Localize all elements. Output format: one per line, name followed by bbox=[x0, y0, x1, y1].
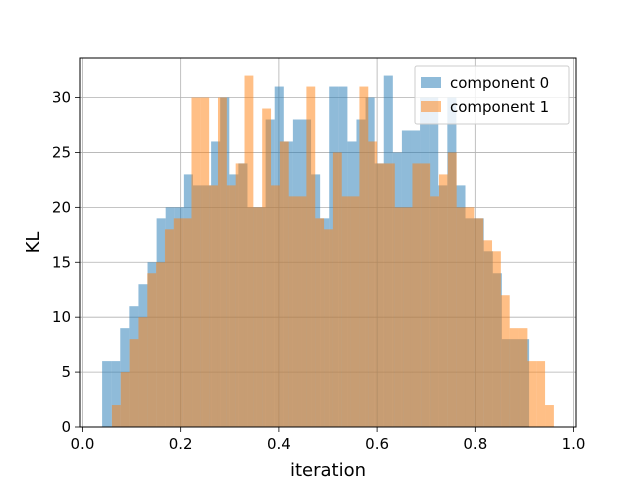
legend: component 0 component 1 bbox=[414, 65, 570, 125]
histogram-bar bbox=[483, 240, 493, 427]
x-tick-label: 0.8 bbox=[463, 435, 487, 453]
y-tick-label: 15 bbox=[52, 253, 71, 271]
legend-swatch-component-0 bbox=[421, 77, 441, 88]
plot-area-frame bbox=[79, 57, 577, 428]
y-tick-label: 25 bbox=[52, 143, 71, 161]
y-tick-label: 30 bbox=[52, 89, 71, 107]
x-tick-label: 1.0 bbox=[562, 435, 586, 453]
histogram-bar bbox=[438, 174, 448, 427]
histogram-bar bbox=[545, 405, 554, 427]
histogram-bar bbox=[492, 251, 501, 427]
legend-swatch-component-1 bbox=[421, 101, 441, 112]
histogram-bar bbox=[332, 152, 342, 428]
histogram-bar bbox=[111, 361, 121, 427]
histogram-bar bbox=[102, 361, 112, 427]
x-axis-label: iteration bbox=[290, 460, 366, 480]
x-tick-label: 0.0 bbox=[71, 435, 95, 453]
histogram-bar bbox=[377, 163, 386, 427]
x-tick-label: 0.4 bbox=[267, 435, 291, 453]
x-axis-ticks: 0.0 0.2 0.4 0.6 0.8 1.0 bbox=[71, 427, 586, 453]
y-tick-label: 5 bbox=[61, 363, 71, 381]
y-tick-label: 20 bbox=[52, 198, 71, 216]
y-tick-label: 10 bbox=[52, 308, 71, 326]
histogram-bar bbox=[315, 218, 325, 427]
histogram-bar bbox=[271, 185, 280, 427]
histogram-bar bbox=[209, 185, 218, 427]
histogram-bar bbox=[430, 196, 439, 427]
histogram-bar bbox=[164, 229, 174, 427]
histogram-bar bbox=[324, 229, 333, 427]
histogram-bar bbox=[297, 196, 307, 427]
histogram-bar bbox=[368, 141, 378, 427]
histogram-bar bbox=[350, 196, 360, 427]
histogram-bar bbox=[509, 328, 519, 427]
histogram-bar bbox=[359, 86, 369, 427]
y-tick-label: 0 bbox=[61, 418, 71, 436]
histogram-bar bbox=[244, 75, 254, 428]
y-axis-ticks: 0 5 10 15 20 25 30 bbox=[52, 89, 80, 436]
histogram-bar bbox=[111, 405, 121, 427]
histogram-bar bbox=[500, 295, 510, 427]
legend-label-component-0: component 0 bbox=[450, 74, 549, 92]
histogram-bar bbox=[421, 163, 431, 427]
histogram-bar bbox=[191, 97, 201, 428]
histogram-bar bbox=[536, 361, 546, 427]
histogram-bar bbox=[447, 152, 457, 428]
histogram-bar bbox=[253, 207, 263, 427]
histogram-bar bbox=[173, 218, 183, 427]
histogram-bar bbox=[518, 328, 528, 427]
histogram-bar bbox=[200, 97, 210, 428]
histogram-bar bbox=[474, 218, 484, 427]
histogram-bar bbox=[385, 163, 395, 427]
histogram-bar bbox=[129, 339, 139, 427]
histogram-bar bbox=[182, 218, 192, 427]
histogram-bar bbox=[262, 108, 272, 428]
x-tick-label: 0.6 bbox=[365, 435, 389, 453]
histogram-bar bbox=[279, 141, 289, 427]
histogram-bar bbox=[403, 207, 413, 427]
legend-label-component-1: component 1 bbox=[450, 98, 549, 116]
y-axis-label: KL bbox=[23, 232, 44, 254]
legend-box bbox=[414, 65, 570, 125]
histogram-bar bbox=[235, 163, 245, 427]
histogram-bar bbox=[156, 262, 165, 427]
histogram-bar bbox=[138, 317, 148, 427]
x-tick-label: 0.2 bbox=[169, 435, 193, 453]
histogram-bar bbox=[120, 372, 130, 427]
histogram-bar bbox=[394, 207, 404, 427]
histogram-bar bbox=[456, 207, 466, 427]
histogram-bar bbox=[306, 86, 316, 427]
histogram-bar bbox=[527, 361, 537, 427]
histogram-bar bbox=[412, 163, 422, 427]
histogram-bar bbox=[226, 185, 236, 427]
histogram-bar bbox=[341, 196, 351, 427]
series-component-1-bars bbox=[111, 75, 554, 428]
histogram-bar bbox=[217, 97, 227, 428]
histogram-bar bbox=[465, 207, 475, 427]
histogram-bar bbox=[288, 196, 298, 427]
histogram-bar bbox=[147, 273, 157, 427]
